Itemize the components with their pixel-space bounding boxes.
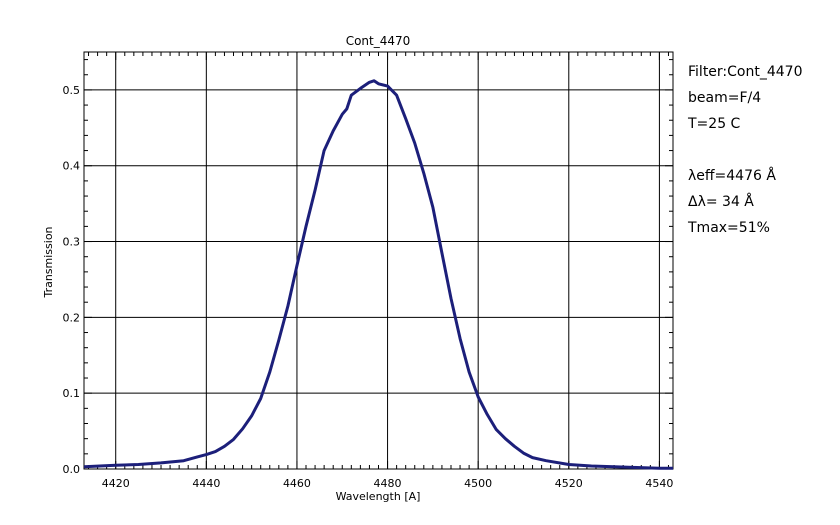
beam-value: beam=F/4 (688, 90, 762, 106)
x-tick-label: 4440 (192, 477, 220, 490)
plot-frame (83, 51, 674, 470)
chart-title: Cont_4470 (346, 34, 411, 48)
x-tick-label: 4500 (464, 477, 492, 490)
filter-name: Filter:Cont_4470 (688, 64, 803, 80)
tmax-value: Tmax=51% (688, 220, 770, 236)
x-tick-label: 4480 (374, 477, 402, 490)
x-axis-label: Wavelength [A] (336, 490, 421, 503)
x-tick-label: 4460 (283, 477, 311, 490)
y-tick-label: 0.3 (63, 236, 81, 249)
y-tick-label: 0.2 (63, 311, 81, 324)
y-tick-label: 0.4 (63, 160, 81, 173)
y-tick-label: 0.5 (63, 84, 81, 97)
bandwidth-value: Δλ= 34 Å (688, 194, 754, 210)
x-tick-label: 4540 (645, 477, 673, 490)
x-tick-label: 4520 (555, 477, 583, 490)
y-tick-label: 0.1 (63, 387, 81, 400)
transmission-curve (83, 79, 673, 470)
x-tick-label: 4420 (102, 477, 130, 490)
temperature-value: T=25 C (688, 116, 741, 132)
y-axis-label: Transmission (42, 226, 55, 298)
y-tick-label: 0.0 (63, 463, 81, 476)
effective-wavelength: λeff=4476 Å (688, 168, 776, 184)
